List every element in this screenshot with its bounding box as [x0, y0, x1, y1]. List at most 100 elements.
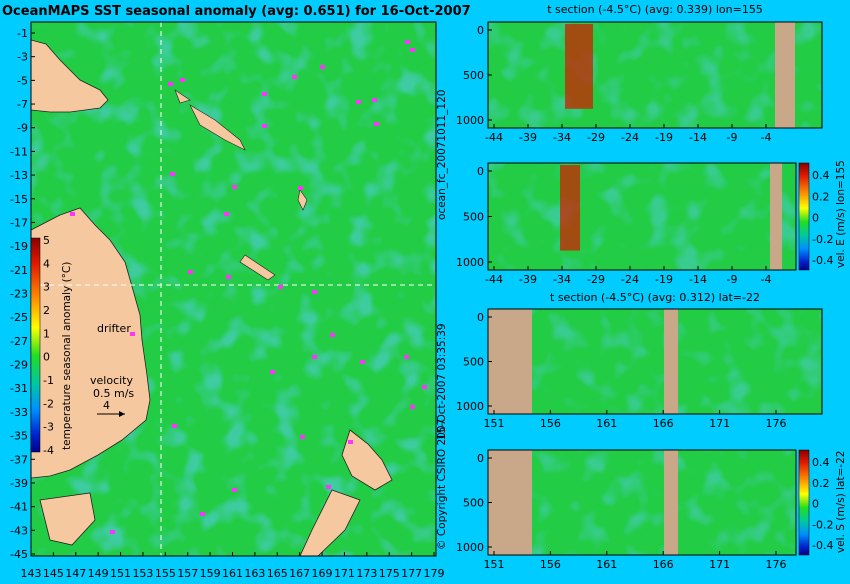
map-lon-tick-label: 169 — [312, 567, 333, 580]
section-x-tick-label: -24 — [621, 273, 639, 286]
map-lat-tick-label: -9 — [17, 122, 28, 135]
section-land-mask — [488, 309, 532, 414]
map-lat-tick-label: -17 — [10, 216, 28, 229]
map-lon-tick-label: 163 — [244, 567, 265, 580]
section-x-tick-label: 176 — [766, 417, 787, 430]
section-y-tick-label: 0 — [477, 452, 484, 465]
map-lon-tick-label: 143 — [21, 567, 42, 580]
section-x-tick-label: 161 — [596, 558, 617, 571]
section-y-tick-label: 1000 — [456, 541, 484, 554]
section-x-tick-label: 176 — [766, 558, 787, 571]
map-colorbar — [30, 237, 41, 453]
map-colorbar-tick-label: -3 — [43, 421, 54, 434]
section-x-tick-label: 161 — [596, 417, 617, 430]
drifter-marker — [292, 75, 297, 79]
map-colorbar-tick-label: 2 — [43, 304, 50, 317]
section-land-mask — [488, 450, 532, 555]
section-colorbar-tick-label: 0 — [812, 498, 819, 511]
section-colorbar-tick-label: 0.4 — [812, 456, 830, 469]
map-lat-tick-label: -43 — [10, 524, 28, 537]
map-lat-tick-label: -3 — [17, 51, 28, 64]
velocity-arrow — [97, 411, 125, 417]
section-colorbar-tick-label: -0.4 — [812, 254, 833, 267]
map-lat-tick-label: -41 — [10, 501, 28, 514]
section-y-tick-label: 500 — [463, 211, 484, 224]
map-lat-tick-label: -21 — [10, 264, 28, 277]
drifter-marker — [298, 186, 303, 190]
section-x-tick-label: -4 — [761, 131, 772, 144]
section-y-tick-label: 0 — [477, 165, 484, 178]
map-lat-tick-label: -25 — [10, 311, 28, 324]
section-y-tick-label: 1000 — [456, 114, 484, 127]
drifter-marker — [70, 212, 75, 216]
velocity-value: 0.5 m/s — [93, 387, 134, 400]
section-x-tick-label: -14 — [689, 131, 707, 144]
drifter-marker — [232, 185, 237, 189]
section-y-tick-label: 0 — [477, 24, 484, 37]
map-lat-tick-label: -19 — [10, 240, 28, 253]
section-panels: t section (-4.5°C) (avg: 0.339) lon=155 0… — [456, 3, 847, 571]
map-lat-tick-label: -37 — [10, 453, 28, 466]
drifter-marker — [172, 424, 177, 428]
map-lat-tick-label: -13 — [10, 169, 28, 182]
section-colorbar-tick-label: 0.4 — [812, 169, 830, 182]
map-lat-tick-label: -1 — [17, 27, 28, 40]
map-lon-tick-label: 177 — [401, 567, 422, 580]
drifter-marker — [372, 98, 377, 102]
map-lon-tick-label: 179 — [424, 567, 445, 580]
map-lat-tick-label: -5 — [17, 74, 28, 87]
map-lon-tick-label: 153 — [132, 567, 153, 580]
drifter-marker — [405, 40, 410, 44]
section-cool-texture — [488, 309, 822, 414]
run-label: ocean_fc_20071011_120 — [436, 90, 448, 220]
map-colorbar-tick-label: -1 — [43, 374, 54, 387]
drifter-marker — [110, 530, 115, 534]
map-lon-ticks: 143 145 147 149 151 153 155 157 159 161 163 165 167 1… — [21, 552, 445, 580]
section-x-tick-label: 171 — [709, 417, 730, 430]
map-lon-tick-label: 161 — [222, 567, 243, 580]
drifter-marker — [360, 360, 365, 364]
map-colorbar-tick-label: 1 — [43, 327, 50, 340]
map-colorbar-tick-label: 0 — [43, 351, 50, 364]
map-lat-tick-label: -27 — [10, 335, 28, 348]
velocity-scale: 4 — [103, 399, 110, 412]
section-y-tick-label: 500 — [463, 69, 484, 82]
section-land-mask — [775, 22, 795, 128]
map-lat-tick-label: -45 — [10, 548, 28, 561]
drifter-marker — [224, 212, 229, 216]
section-y-tick-label: 500 — [463, 497, 484, 510]
map-lon-tick-label: 165 — [267, 567, 288, 580]
tasmania-coast — [39, 492, 96, 546]
drifter-markers — [70, 40, 427, 534]
section-colorbar-tick-label: 0.2 — [812, 477, 830, 490]
drifter-marker — [326, 485, 331, 489]
section-panel-2: 0 500 1000-44 -39 -34 -29 -24 -19 -14 -9 -4 0.4 0.2 0… — [456, 160, 847, 286]
drifter-marker — [168, 82, 173, 86]
section-colorbar — [798, 162, 810, 271]
drifter-marker — [262, 92, 267, 96]
vanuatu-new-caledonia — [239, 189, 308, 281]
section-x-tick-label: -39 — [519, 131, 537, 144]
map-lon-tick-label: 151 — [110, 567, 131, 580]
section-y-tick-label: 500 — [463, 356, 484, 369]
map-lat-tick-label: -15 — [10, 193, 28, 206]
map-lon-tick-label: 145 — [43, 567, 64, 580]
section-colorbar-tick-label: -0.2 — [812, 518, 833, 531]
map-colorbar-label: temperature seasonal anomaly (°C) — [61, 262, 73, 450]
map-lat-tick-label: -23 — [10, 288, 28, 301]
section-x-tick-label: -29 — [587, 131, 605, 144]
section-x-tick-label: -24 — [621, 131, 639, 144]
section-x-tick-label: -19 — [655, 273, 673, 286]
section-x-tick-label: -34 — [553, 131, 571, 144]
map-lon-tick-label: 155 — [155, 567, 176, 580]
section-x-tick-label: -9 — [727, 131, 738, 144]
section-colorbar-label: vel. E (m/s) lon=155 — [835, 160, 847, 268]
section-colorbar-tick-label: 0.2 — [812, 190, 830, 203]
section-x-tick-label: 156 — [540, 558, 561, 571]
map-lat-tick-label: -7 — [17, 98, 28, 111]
map-colorbar-tick-label: -4 — [43, 444, 54, 457]
drifter-marker — [312, 290, 317, 294]
map-lat-tick-label: -35 — [10, 430, 28, 443]
drifter-marker — [356, 100, 361, 104]
